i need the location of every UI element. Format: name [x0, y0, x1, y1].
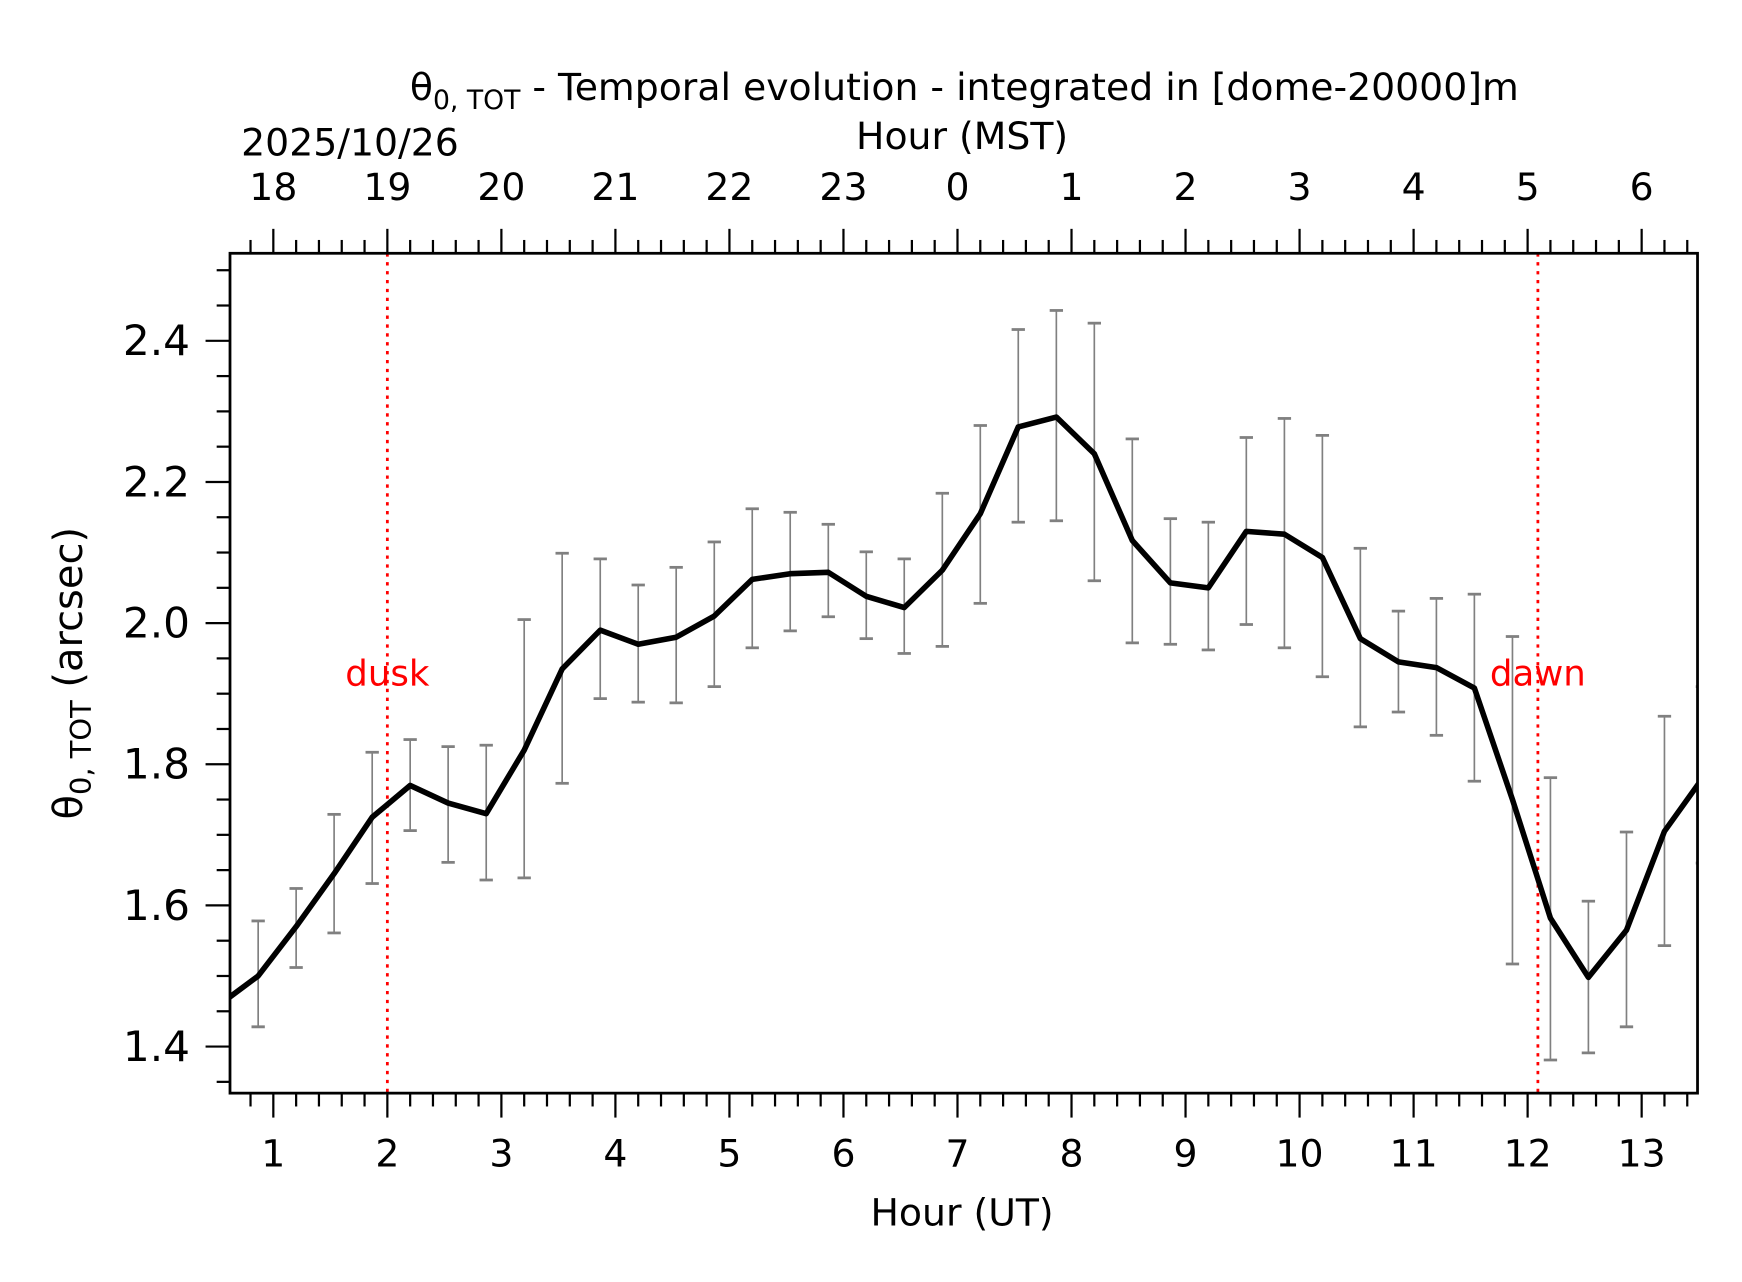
x-top-tick-label: 22 [705, 165, 753, 209]
x-top-tick-label: 6 [1630, 165, 1654, 209]
x-tick-label: 9 [1174, 1131, 1198, 1175]
x-tick-label: 8 [1060, 1131, 1084, 1175]
y-tick-label: 2.4 [123, 316, 190, 365]
y-axis-label: θ0, TOT (arcsec) [46, 527, 98, 820]
x-top-tick-label: 4 [1402, 165, 1426, 209]
chart-title: θ0, TOT - Temporal evolution - integrate… [410, 65, 1519, 116]
x-tick-label: 13 [1618, 1131, 1666, 1175]
dawn-label: dawn [1490, 653, 1586, 694]
x-top-tick-label: 3 [1288, 165, 1312, 209]
date-label: 2025/10/26 [241, 121, 459, 165]
x-top-tick-label: 23 [819, 165, 867, 209]
x-top-tick-label: 18 [249, 165, 297, 209]
x-tick-label: 6 [831, 1131, 855, 1175]
x-tick-label: 2 [375, 1131, 399, 1175]
y-tick-label: 1.8 [123, 740, 190, 789]
ylabel-symbol: θ [46, 795, 92, 819]
x-tick-label: 10 [1276, 1131, 1324, 1175]
x-top-tick-label: 1 [1060, 165, 1084, 209]
x-top-tick-label: 21 [591, 165, 639, 209]
x-axis-top-label: Hour (MST) [856, 114, 1068, 158]
x-tick-label: 11 [1390, 1131, 1438, 1175]
x-top-tick-label: 0 [945, 165, 969, 209]
x-top-tick-label: 2 [1174, 165, 1198, 209]
x-tick-label: 12 [1504, 1131, 1552, 1175]
title-rest: - Temporal evolution - integrated in [do… [520, 65, 1518, 109]
title-subscript: 0, TOT [433, 85, 521, 116]
dusk-label: dusk [345, 653, 430, 694]
plot-frame [228, 251, 1699, 1095]
x-tick-label: 3 [489, 1131, 513, 1175]
x-axis-label: Hour (UT) [871, 1190, 1054, 1234]
x-tick-label: 5 [717, 1131, 741, 1175]
x-top-tick-label: 5 [1516, 165, 1540, 209]
x-tick-label: 4 [603, 1131, 627, 1175]
ylabel-rest: (arcsec) [46, 527, 92, 700]
y-tick-label: 1.4 [123, 1022, 190, 1071]
ylabel-subscript: 0, TOT [64, 700, 98, 795]
x-top-tick-label: 20 [477, 165, 525, 209]
y-tick-label: 1.6 [123, 881, 190, 930]
x-top-tick-label: 19 [363, 165, 411, 209]
y-tick-label: 2.2 [123, 457, 190, 506]
y-tick-label: 2.0 [123, 599, 190, 648]
x-tick-label: 7 [945, 1131, 969, 1175]
data-line [230, 414, 1698, 1001]
title-symbol: θ [410, 65, 433, 109]
x-tick-label: 1 [261, 1131, 285, 1175]
